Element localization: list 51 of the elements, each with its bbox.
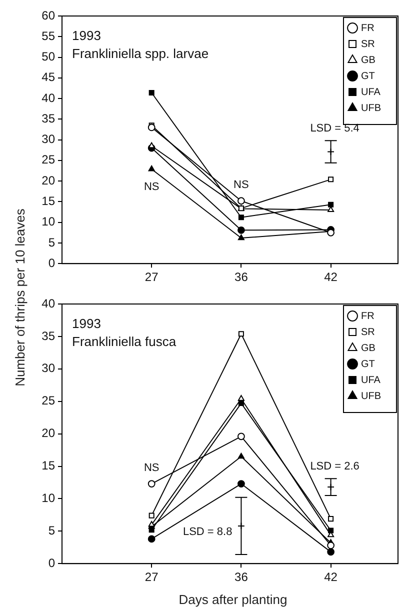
legend-label: GT bbox=[361, 70, 375, 82]
legend-label: FR bbox=[361, 310, 374, 322]
y-tick-label: 50 bbox=[42, 50, 56, 64]
annotation: NS bbox=[144, 462, 160, 474]
y-tick-label: 20 bbox=[42, 426, 56, 440]
y-tick-label: 45 bbox=[42, 70, 56, 84]
y-tick-label: 5 bbox=[48, 523, 56, 538]
legend-label: UFB bbox=[361, 102, 382, 114]
y-tick-label: 40 bbox=[42, 296, 56, 310]
y-tick-label: 25 bbox=[42, 152, 56, 167]
y-tick-label: 40 bbox=[42, 90, 56, 105]
y-tick-label: 5 bbox=[48, 235, 56, 250]
x-axis-title: Days after planting bbox=[178, 592, 288, 607]
x-tick-label: 36 bbox=[234, 270, 248, 284]
x-tick-label: 27 bbox=[144, 570, 159, 584]
x-tick-label: 27 bbox=[144, 270, 159, 284]
text: Frankliniella fusca bbox=[72, 334, 177, 350]
legend-label: SR bbox=[361, 38, 375, 50]
text: Frankliniella spp. larvae bbox=[72, 46, 209, 62]
legend-label: SR bbox=[361, 326, 375, 338]
annotation: LSD = 2.6 bbox=[310, 460, 360, 473]
legend-label: UFA bbox=[361, 86, 381, 98]
y-tick-label: 10 bbox=[42, 214, 56, 229]
y-tick-label: 20 bbox=[42, 173, 56, 188]
y-tick-label: 25 bbox=[42, 394, 56, 408]
x-tick-label: 42 bbox=[324, 570, 338, 584]
x-tick-label: 36 bbox=[234, 570, 248, 584]
text: 1993 bbox=[72, 316, 101, 332]
y-axis-title: Number of thrips per 10 leaves bbox=[12, 208, 28, 388]
legend-label: UFA bbox=[361, 374, 381, 386]
y-tick-label: 30 bbox=[42, 132, 56, 146]
legend-label: GB bbox=[361, 54, 376, 66]
legend-label: GB bbox=[361, 342, 376, 354]
y-tick-label: 10 bbox=[42, 491, 56, 506]
y-tick-label: 35 bbox=[42, 111, 56, 126]
legend-label: FR bbox=[361, 22, 374, 34]
x-tick-label: 42 bbox=[324, 270, 338, 284]
legend-label: UFB bbox=[361, 390, 382, 402]
y-tick-label: 15 bbox=[42, 458, 56, 473]
y-tick-label: 60 bbox=[42, 8, 56, 22]
y-tick-label: 0 bbox=[48, 256, 56, 270]
y-tick-label: 55 bbox=[42, 28, 56, 43]
y-tick-label: 35 bbox=[42, 328, 56, 343]
legend-label: GT bbox=[361, 358, 375, 370]
y-tick-label: 30 bbox=[42, 361, 56, 376]
annotation: NS bbox=[234, 178, 249, 191]
annotation: LSD = 8.8 bbox=[182, 526, 232, 538]
y-tick-label: 0 bbox=[48, 556, 56, 570]
text: 1993 bbox=[72, 28, 101, 44]
y-tick-label: 15 bbox=[42, 194, 56, 208]
annotation: NS bbox=[144, 181, 160, 194]
